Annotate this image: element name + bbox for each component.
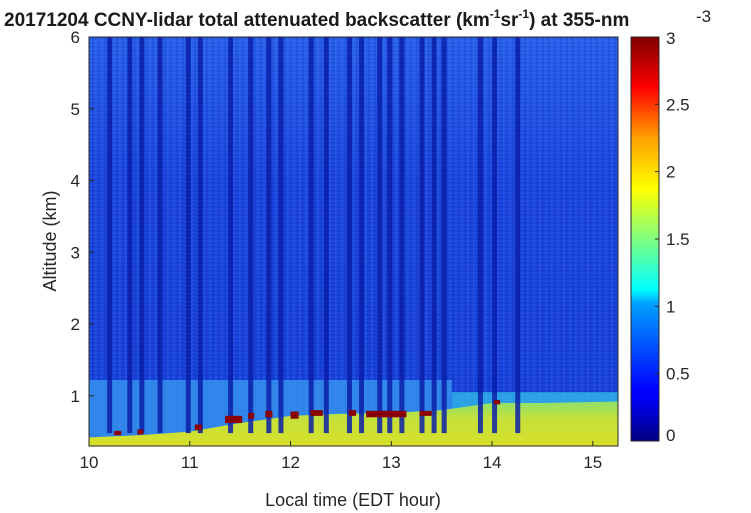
y-axis-label: Altitude (km) [40,190,60,291]
dark-column [228,37,234,434]
chart-title: 20171204 CCNY-lidar total attenuated bac… [4,7,629,31]
y-tick-label: 6 [71,28,80,47]
cloud-patch [194,424,202,431]
heatmap-area [89,37,618,446]
y-tick-label: 1 [71,387,80,406]
dark-column [139,37,145,434]
cloud-patch [290,411,299,419]
y-tick-label: 4 [71,172,80,191]
dark-column [323,37,329,434]
cloud-patch [225,415,243,424]
cloud-patch [265,410,273,418]
dark-column [377,37,383,434]
y-tick-label: 2 [71,315,80,334]
x-tick-label: 10 [80,453,99,472]
dark-column [399,37,405,434]
x-axis-label: Local time (EDT hour) [265,490,441,510]
dark-column [278,37,284,434]
x-tick-label: 14 [483,453,502,472]
dark-column [477,37,483,434]
dark-column [308,37,314,434]
heatmap-noise [89,37,618,446]
dark-column [248,37,254,434]
dark-column [441,37,447,434]
cloud-patch [310,410,323,416]
cloud-patch [419,410,432,416]
y-axis: 1 2 3 4 5 6 [71,28,94,406]
dark-column [359,37,365,434]
boundary-layer [89,401,618,446]
colorbar-tick-label: 1 [666,297,675,316]
dark-column [107,37,113,434]
y-tick-label: 5 [71,100,80,119]
x-tick-label: 11 [181,453,199,472]
cloud-patch [248,412,255,419]
colorbar-tick-label: 2 [666,163,675,182]
dark-column [197,37,203,434]
colorbar [630,36,660,442]
cloud-patch [137,429,144,435]
colorbar-tick-label: 0 [666,426,675,445]
dark-column [185,37,191,434]
cloud-patch [114,430,122,436]
dark-column [387,37,393,434]
x-tick-label: 13 [382,453,401,472]
x-tick-label: 12 [281,453,300,472]
colorbar-ticks: 0 0.5 1 1.5 2 2.5 3 [655,29,690,445]
colorbar-tick-label: 1.5 [666,230,690,249]
x-axis: 10 11 12 13 14 15 [80,441,602,472]
colorbar-exponent: -3 [696,7,711,26]
colorbar-tick-label: 2.5 [666,95,690,114]
x-tick-label: 15 [583,453,602,472]
y-tick-label: 3 [71,243,80,262]
dark-column [346,37,352,434]
cloud-patch [366,410,407,418]
dark-column [492,37,498,434]
cloud-patch [348,410,357,416]
dark-column [266,37,272,434]
dark-column [515,37,521,434]
dark-column [419,37,425,434]
plot-frame [88,36,619,447]
dark-column [127,37,133,434]
dark-column [431,37,437,434]
colorbar-tick-label: 3 [666,29,675,48]
dark-column [157,37,163,434]
cloud-patch [494,400,501,405]
colorbar-tick-label: 0.5 [666,365,690,384]
